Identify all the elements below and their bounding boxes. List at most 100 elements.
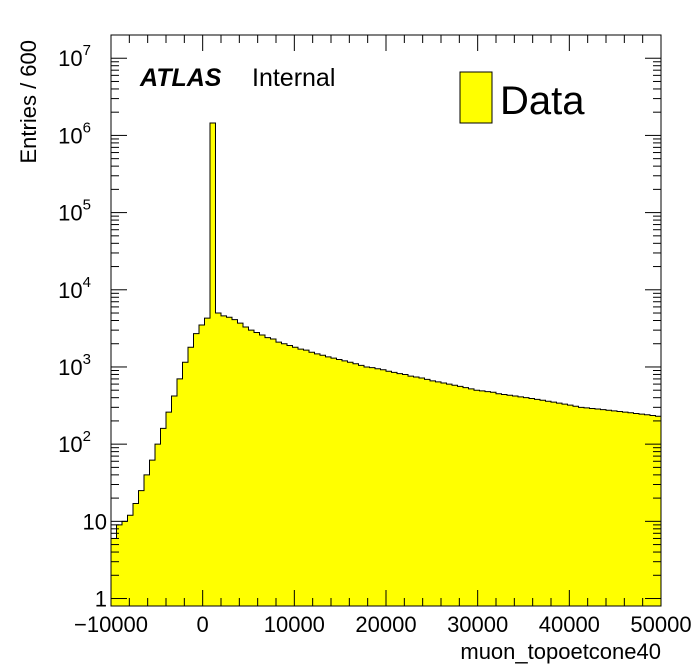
histogram-bin xyxy=(512,396,518,606)
x-tick-label: 40000 xyxy=(539,612,600,637)
histogram-bin xyxy=(518,396,524,606)
histogram-bin xyxy=(633,413,639,606)
histogram-bin xyxy=(342,360,348,606)
histogram-bin xyxy=(155,444,161,606)
histogram-bin xyxy=(562,404,568,606)
histogram-bin xyxy=(287,345,293,606)
histogram-bin xyxy=(309,352,315,606)
y-tick-label: 104 xyxy=(58,274,91,303)
histogram-bin xyxy=(584,407,590,606)
y-axis-title: Entries / 600 xyxy=(16,40,41,164)
y-tick-label: 105 xyxy=(58,197,91,226)
histogram-bin xyxy=(540,400,546,606)
x-tick-label: 30000 xyxy=(447,612,508,637)
histogram-bin xyxy=(408,376,414,606)
histogram-bin xyxy=(622,412,628,606)
histogram-bin xyxy=(149,460,155,606)
histogram-bin xyxy=(446,384,452,606)
y-tick-label: 103 xyxy=(58,351,91,380)
histogram-bin xyxy=(534,399,540,606)
histogram-bin xyxy=(556,403,562,606)
histogram-bin xyxy=(144,474,150,606)
histogram-bin xyxy=(116,524,122,606)
x-tick-label: 0 xyxy=(197,612,209,637)
x-tick-label: 50000 xyxy=(630,612,691,637)
histogram-bin xyxy=(441,382,447,606)
histogram-bin xyxy=(204,318,210,606)
histogram-bin xyxy=(468,388,474,606)
histogram-bin xyxy=(331,358,337,606)
histogram-bin xyxy=(221,315,227,606)
histogram-bin xyxy=(606,410,612,606)
histogram-bin xyxy=(650,415,656,606)
histogram-bin xyxy=(639,414,645,606)
histogram-bin xyxy=(171,396,177,606)
histogram-bin xyxy=(243,326,249,606)
histogram-bin xyxy=(122,521,128,606)
histogram-bin xyxy=(435,381,441,606)
histogram-bin xyxy=(529,398,535,606)
histogram-bin xyxy=(226,317,232,606)
histogram-bin xyxy=(485,391,491,606)
histogram-bin xyxy=(336,359,342,606)
histogram-bin xyxy=(364,366,370,606)
histogram-bin xyxy=(402,374,408,606)
histogram-bin xyxy=(138,490,144,606)
histogram-bin xyxy=(276,342,282,606)
histogram-bin xyxy=(160,428,166,606)
histogram-bin xyxy=(628,412,634,606)
histogram-bin xyxy=(292,347,298,606)
y-tick-label: 1 xyxy=(95,587,107,612)
histogram-bin xyxy=(270,339,276,606)
histogram-outline xyxy=(110,122,661,606)
histogram-bin xyxy=(281,343,287,606)
y-tick-label: 106 xyxy=(58,119,91,148)
legend-swatch xyxy=(459,71,493,124)
histogram-bin xyxy=(325,356,331,606)
histogram-bin xyxy=(358,365,364,606)
histogram-bin xyxy=(199,324,205,606)
histogram-bin xyxy=(259,334,265,606)
histogram-bin xyxy=(567,405,573,606)
histogram-bin xyxy=(463,387,469,606)
histogram-bin xyxy=(369,367,375,606)
histogram-bin xyxy=(496,393,502,606)
histogram-bin xyxy=(193,333,199,606)
histogram-bin xyxy=(490,392,496,606)
histogram-bin xyxy=(523,397,529,606)
histogram-bin xyxy=(375,368,381,606)
histogram-bin xyxy=(424,379,430,606)
histogram-bin xyxy=(182,362,188,606)
histogram-bin xyxy=(452,385,458,606)
internal-label: Internal xyxy=(252,64,335,92)
histogram-bin xyxy=(430,380,436,606)
x-tick-label: 10000 xyxy=(264,612,325,637)
y-tick-label: 102 xyxy=(58,428,91,457)
histogram-bars xyxy=(110,122,661,607)
histogram-bin xyxy=(133,503,139,606)
histogram-bin xyxy=(391,372,397,606)
x-tick-label: 20000 xyxy=(355,612,416,637)
histogram-bin xyxy=(111,538,117,606)
histogram-bin xyxy=(166,412,172,606)
histogram-bin xyxy=(314,353,320,606)
histogram-bin xyxy=(254,332,260,606)
histogram-bin xyxy=(595,409,601,606)
histogram-bin xyxy=(413,377,419,606)
atlas-label: ATLAS xyxy=(139,64,222,92)
histogram-bin xyxy=(248,330,254,606)
histogram-bin xyxy=(210,122,216,607)
histogram-bin xyxy=(600,409,606,606)
histogram-bin xyxy=(589,408,595,606)
histogram-bin xyxy=(578,407,584,606)
histogram-bin xyxy=(457,386,463,606)
histogram-bin xyxy=(479,390,485,606)
x-axis-title: muon_topoetcone40 xyxy=(460,639,661,664)
histogram-bin xyxy=(215,313,221,606)
histogram-bin xyxy=(507,395,513,606)
histogram-bin xyxy=(474,390,480,606)
y-tick-label: 10 xyxy=(83,509,107,534)
histogram-bin xyxy=(386,371,392,606)
histogram-bin xyxy=(303,350,309,606)
